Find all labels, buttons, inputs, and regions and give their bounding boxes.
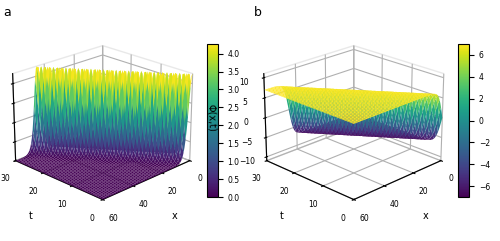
Y-axis label: t: t [28, 211, 32, 221]
Text: a: a [3, 6, 10, 19]
Text: b: b [254, 6, 262, 19]
Y-axis label: t: t [280, 211, 283, 221]
X-axis label: x: x [172, 211, 178, 221]
X-axis label: x: x [423, 211, 429, 221]
